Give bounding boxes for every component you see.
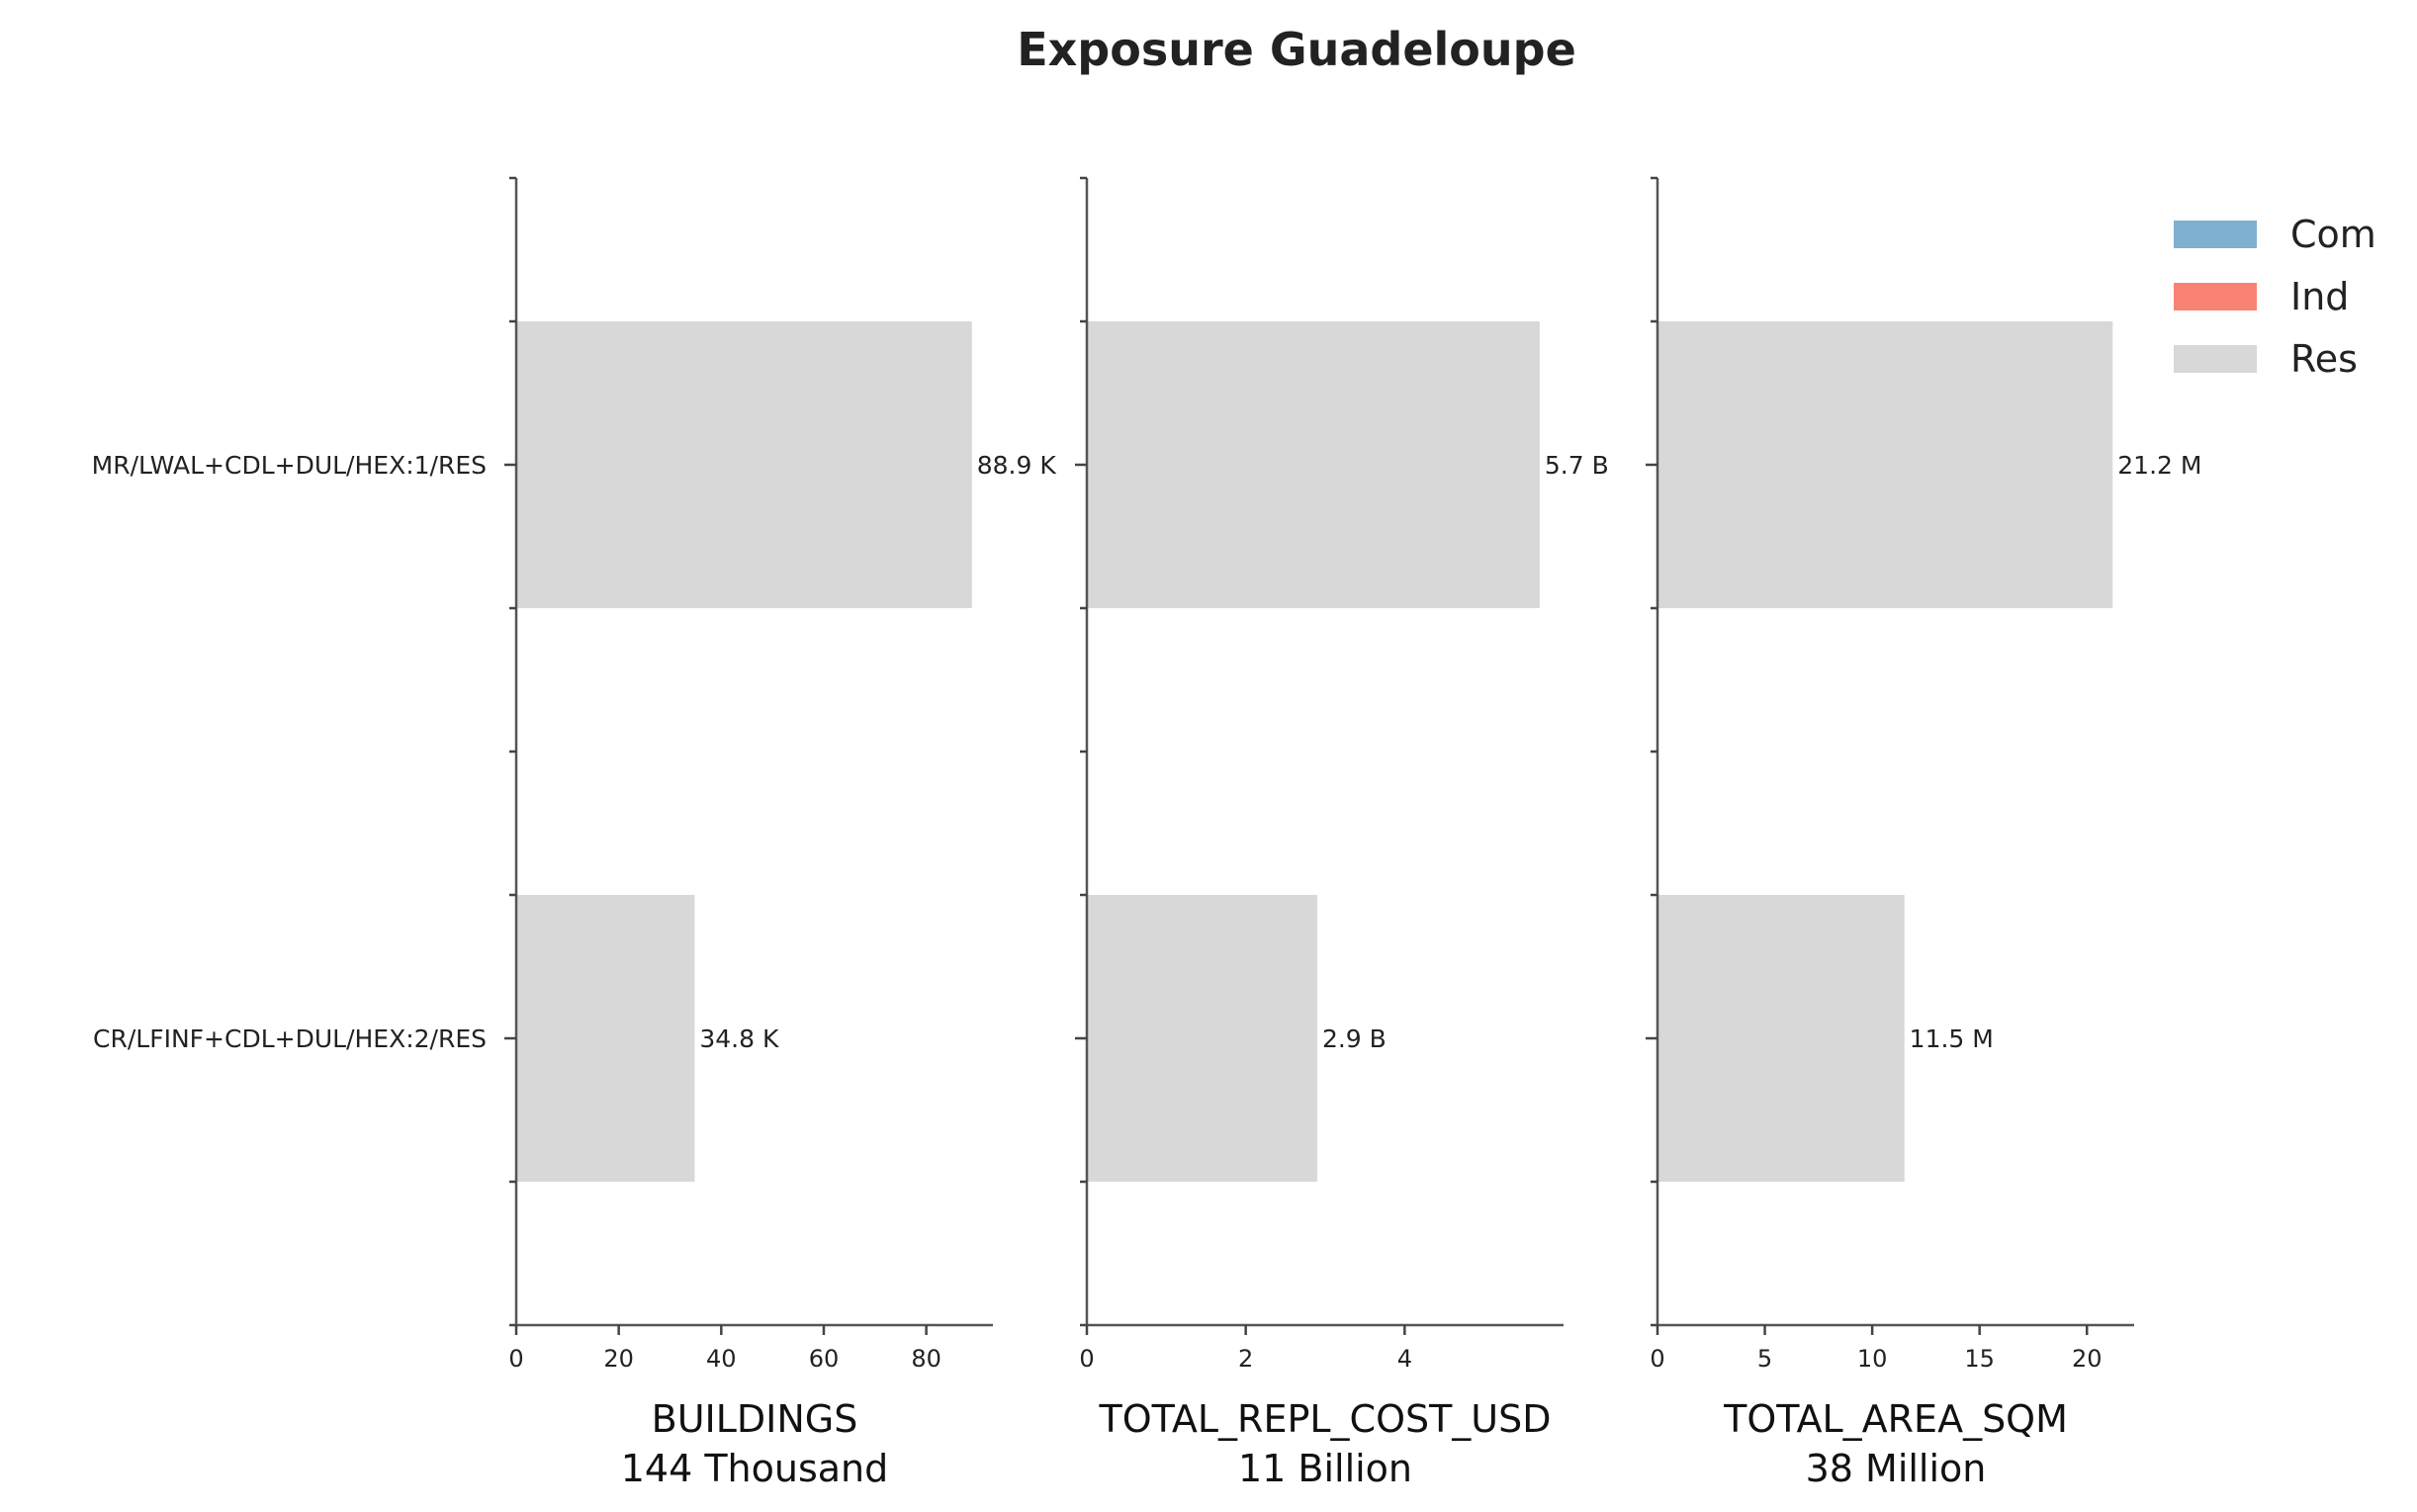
x-tick-label: 80: [911, 1345, 941, 1373]
legend: Com Ind Res: [2174, 213, 2376, 381]
category-label: CR/LFINF+CDL+DUL/HEX:2/RES: [93, 1024, 487, 1053]
category-labels: MR/LWAL+CDL+DUL/HEX:1/RES CR/LFINF+CDL+DU…: [92, 451, 487, 1053]
data-label: 11.5 M: [1910, 1024, 1994, 1053]
x-tick-label: 0: [1650, 1345, 1664, 1373]
x-axis-label: TOTAL_AREA_SQM: [1723, 1397, 2068, 1441]
bar: [1087, 321, 1540, 608]
legend-label: Ind: [2290, 275, 2349, 318]
x-axis-label: TOTAL_REPL_COST_USD: [1098, 1397, 1551, 1441]
x-tick-label: 60: [809, 1345, 840, 1373]
x-tick-label: 20: [2072, 1345, 2103, 1373]
category-label: MR/LWAL+CDL+DUL/HEX:1/RES: [92, 451, 487, 480]
bar: [516, 321, 972, 608]
legend-swatch: [2174, 283, 2257, 311]
x-axis-label: BUILDINGS: [652, 1397, 858, 1441]
data-label: 34.8 K: [699, 1024, 779, 1053]
data-label: 21.2 M: [2117, 451, 2201, 480]
legend-label: Com: [2290, 213, 2376, 256]
bar: [1657, 895, 1905, 1182]
x-tick-label: 0: [508, 1345, 523, 1373]
x-tick-label: 0: [1079, 1345, 1094, 1373]
legend-label: Res: [2290, 337, 2358, 381]
legend-swatch: [2174, 221, 2257, 248]
data-label: 5.7 B: [1545, 451, 1609, 480]
x-tick-label: 40: [706, 1345, 737, 1373]
legend-swatch: [2174, 345, 2257, 373]
panel-2: 5.7 B 2.9 B 0 2 4 TOTAL_REPL_COST_USD 11 Billi…: [1075, 176, 1609, 1490]
x-axis-total: 11 Billion: [1238, 1447, 1412, 1490]
data-label: 88.9 K: [977, 451, 1057, 480]
bar: [516, 895, 695, 1182]
x-axis-total: 38 Million: [1806, 1447, 1987, 1490]
x-tick-label: 15: [1964, 1345, 1995, 1373]
panel-1: 88.9 K 34.8 K 0 20 40 60 80 BUILDINGS 144 Thousa…: [504, 176, 1057, 1490]
bar: [1657, 321, 2113, 608]
x-axis-total: 144 Thousand: [621, 1447, 889, 1490]
x-tick-label: 20: [603, 1345, 634, 1373]
x-tick-label: 10: [1857, 1345, 1888, 1373]
data-label: 2.9 B: [1322, 1024, 1387, 1053]
x-tick-label: 5: [1757, 1345, 1772, 1373]
x-tick-label: 2: [1238, 1345, 1253, 1373]
chart-title: Exposure Guadeloupe: [1017, 23, 1576, 76]
x-tick-label: 4: [1397, 1345, 1412, 1373]
bar: [1087, 895, 1317, 1182]
